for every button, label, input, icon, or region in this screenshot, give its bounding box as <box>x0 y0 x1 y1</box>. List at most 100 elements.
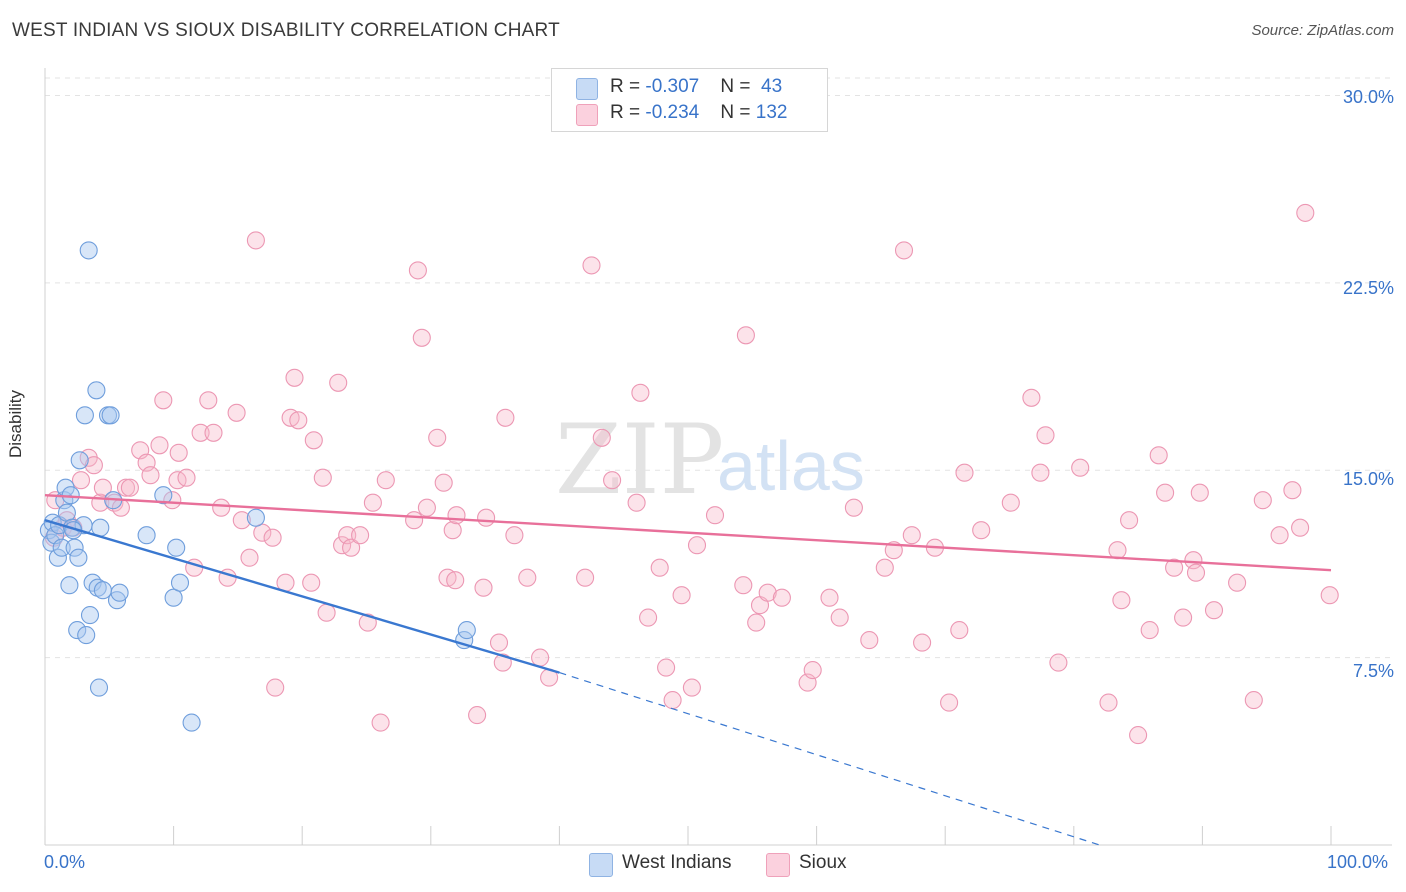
legend-n-label: N = <box>720 76 756 97</box>
sioux-point <box>1071 458 1090 477</box>
sioux-point <box>191 423 210 442</box>
axes <box>44 68 1392 846</box>
sioux-point <box>734 576 753 595</box>
sioux-point <box>603 471 622 490</box>
west-indians-point <box>79 241 98 260</box>
sioux-point <box>830 608 849 627</box>
sioux-point <box>1296 203 1315 222</box>
correlation-legend: R = -0.307 N = 43 R = -0.234 N = 132 <box>551 68 828 132</box>
sioux-point <box>582 256 601 275</box>
sioux-point <box>1244 691 1263 710</box>
y-tick-label: 7.5% <box>1352 661 1394 681</box>
sioux-point <box>1120 511 1139 530</box>
west-indians-point <box>69 548 88 567</box>
sioux-point <box>120 478 139 497</box>
sioux-point <box>1022 388 1041 407</box>
sioux-point <box>84 456 103 475</box>
sioux-point <box>950 621 969 640</box>
sioux-point <box>163 491 182 510</box>
sioux-point <box>232 511 251 530</box>
west-indians-point <box>101 406 120 425</box>
sioux-point <box>657 658 676 677</box>
west-indians-trend-line <box>44 519 560 674</box>
sioux-point <box>1174 608 1193 627</box>
sioux-point <box>246 231 265 250</box>
west-indians-point <box>75 406 94 425</box>
sioux-point <box>351 526 370 545</box>
sioux-point <box>93 478 112 497</box>
west-indians-point <box>68 621 87 640</box>
west-indians-point <box>65 538 84 557</box>
sioux-point <box>1253 491 1272 510</box>
sioux-point <box>650 558 669 577</box>
west-indians-point <box>57 503 76 522</box>
sioux-point <box>576 568 595 587</box>
sioux-point <box>1099 693 1118 712</box>
sioux-point <box>1204 601 1224 620</box>
sioux-point <box>177 468 196 487</box>
sioux-point <box>1186 563 1206 582</box>
sioux-point <box>116 478 136 497</box>
sioux-point <box>428 428 447 447</box>
sioux-point <box>304 431 323 450</box>
sioux-point <box>313 468 332 487</box>
sioux-point <box>434 473 453 492</box>
sioux-point <box>317 603 336 622</box>
sioux-point <box>253 523 272 542</box>
legend-r-value: -0.234 <box>645 102 700 123</box>
west-indians-trend-extension <box>559 672 1100 846</box>
trend-lines <box>44 494 1332 846</box>
west-indians-point <box>70 451 89 470</box>
sioux-point <box>955 463 974 482</box>
watermark: ZIP atlas <box>555 404 865 516</box>
sioux-point <box>474 578 493 597</box>
sioux-point <box>902 526 921 545</box>
sioux-point <box>894 241 914 260</box>
sioux-point <box>1270 526 1289 545</box>
sioux-point <box>371 713 390 732</box>
sioux-point <box>285 368 304 387</box>
west-indians-point <box>154 486 173 505</box>
west-indians-point <box>77 626 96 645</box>
sioux-point <box>412 328 431 347</box>
west-indians-point <box>89 678 109 697</box>
sioux-point <box>1140 621 1159 640</box>
sioux-point <box>639 608 658 627</box>
sioux-point <box>663 691 682 710</box>
sioux-point <box>875 558 894 577</box>
sioux-point <box>1283 481 1302 500</box>
bottom-legend-swatch-blue <box>589 853 613 877</box>
west-indians-point <box>48 548 67 567</box>
sioux-point <box>1320 586 1339 605</box>
west-indians-point <box>87 381 106 400</box>
sioux-point <box>169 443 188 462</box>
sioux-point <box>592 428 611 447</box>
sioux-point <box>266 678 285 697</box>
west-indians-point <box>164 588 183 607</box>
sioux-point <box>518 568 537 587</box>
sioux-point <box>705 506 725 525</box>
sioux-point <box>531 648 550 667</box>
bottom-legend-swatch-pink <box>766 853 790 877</box>
sioux-point <box>199 391 218 410</box>
legend-r-label: R = <box>610 76 646 97</box>
sioux-point <box>1001 493 1020 512</box>
sioux-point <box>363 493 382 512</box>
sioux-point <box>1031 463 1050 482</box>
west-indians-points <box>39 241 476 732</box>
west-indians-point <box>137 526 156 545</box>
sioux-point <box>263 528 282 547</box>
sioux-point <box>408 261 427 280</box>
sioux-point <box>803 661 822 680</box>
chart-title: WEST INDIAN VS SIOUX DISABILITY CORRELAT… <box>12 20 560 41</box>
west-indians-point <box>167 538 186 557</box>
legend-swatch-pink <box>576 104 598 126</box>
sioux-point <box>844 498 863 517</box>
sioux-point <box>758 583 777 602</box>
sioux-point <box>417 498 436 517</box>
sioux-point <box>496 408 515 427</box>
bottom-legend-label: Sioux <box>799 852 847 873</box>
sioux-point <box>736 326 755 345</box>
y-tick-label: 15.0% <box>1342 469 1394 489</box>
